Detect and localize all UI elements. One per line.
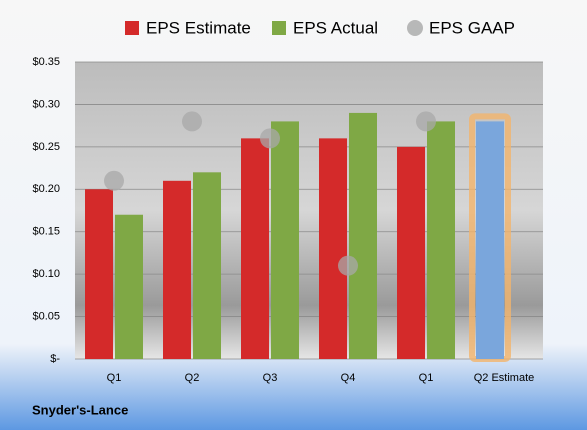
legend-marker <box>407 20 423 36</box>
x-tick-label: Q1 <box>107 372 122 384</box>
bar <box>476 121 504 360</box>
bar <box>163 180 191 359</box>
footer: Snyder's-Lance <box>32 402 128 417</box>
x-tick-label: Q3 <box>263 372 278 384</box>
gaap-marker <box>260 128 280 149</box>
bar <box>427 121 455 360</box>
legend-label: EPS Estimate <box>146 18 251 37</box>
bar <box>115 214 143 359</box>
legend-marker <box>272 21 286 35</box>
bar <box>271 121 299 360</box>
x-tick-label: Q2 Estimate <box>474 372 535 384</box>
y-tick-label: $0.20 <box>32 183 60 195</box>
plot-area <box>75 62 543 359</box>
y-tick-label: $- <box>50 353 60 365</box>
y-tick-label: $0.05 <box>32 310 60 322</box>
bar <box>397 146 425 359</box>
x-tick-label: Q4 <box>341 372 356 384</box>
y-tick-label: $0.10 <box>32 268 60 280</box>
bar <box>85 189 113 359</box>
bar <box>193 172 221 359</box>
x-tick-label: Q2 <box>185 372 200 384</box>
y-tick-label: $0.25 <box>32 141 60 153</box>
bar <box>319 138 347 359</box>
legend-label: EPS Actual <box>293 18 378 37</box>
gaap-marker <box>338 255 358 276</box>
gaap-marker <box>104 170 124 191</box>
x-tick-label: Q1 <box>419 372 434 384</box>
y-tick-label: $0.15 <box>32 226 60 238</box>
gaap-marker <box>182 111 202 132</box>
y-tick-label: $0.35 <box>32 56 60 68</box>
bar <box>349 112 377 360</box>
bar <box>241 138 269 359</box>
legend-marker <box>125 21 139 35</box>
gaap-marker <box>416 111 436 132</box>
y-tick-label: $0.30 <box>32 98 60 110</box>
legend-label: EPS GAAP <box>429 18 515 37</box>
